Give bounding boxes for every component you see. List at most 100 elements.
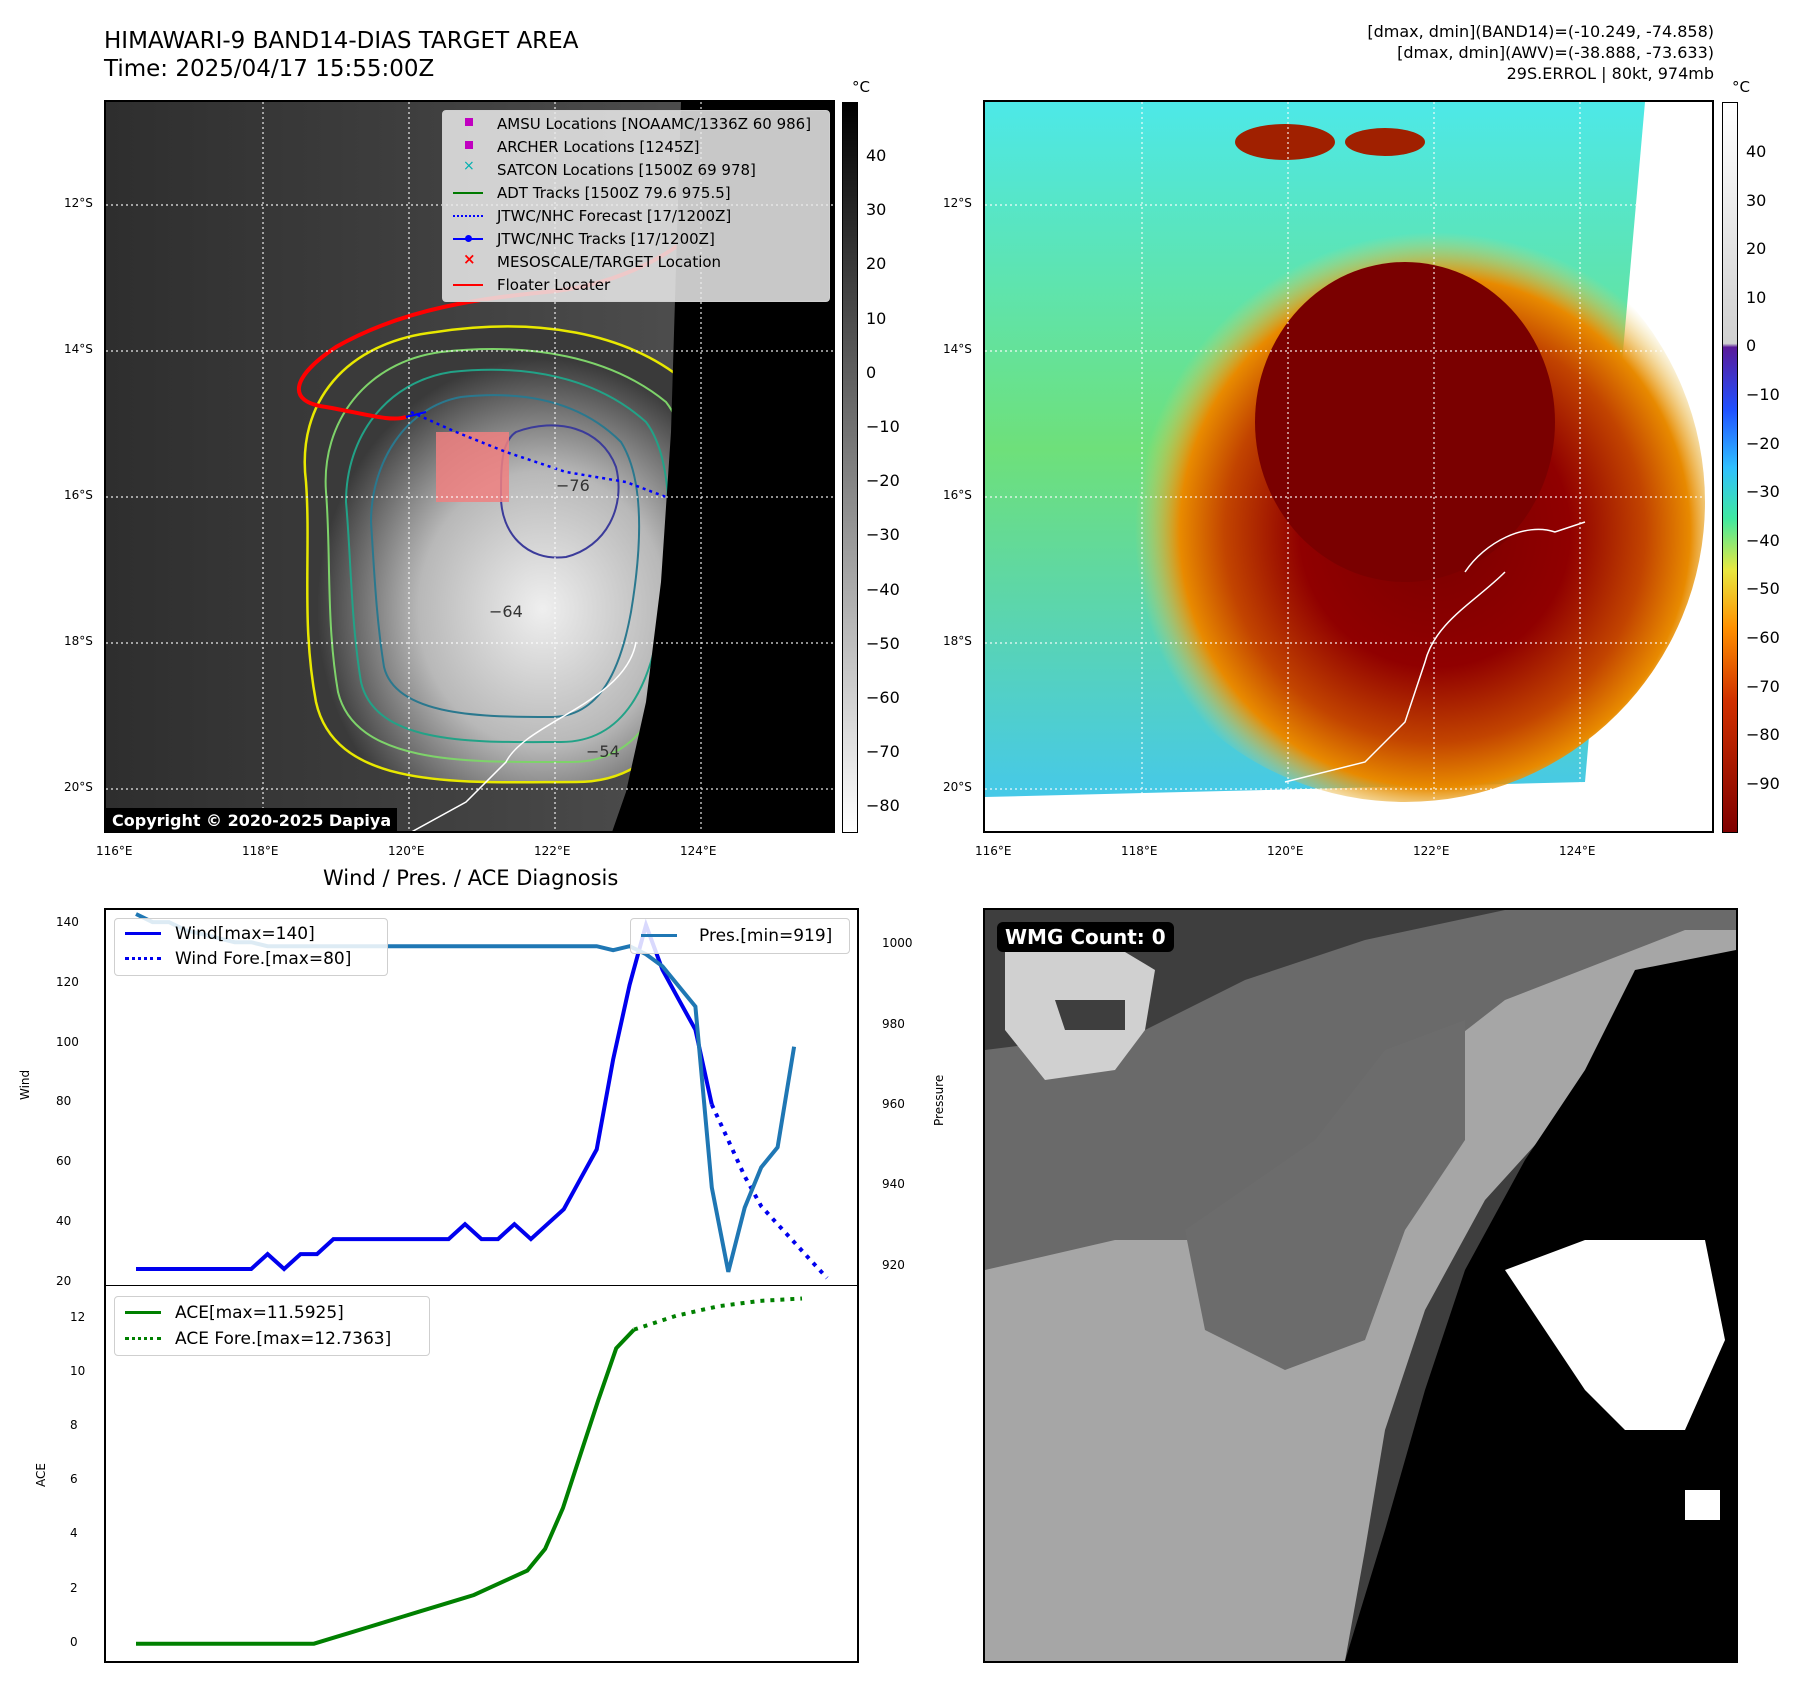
ace-tick-label: 10	[70, 1363, 86, 1378]
left-colorbar	[842, 102, 858, 833]
contour-label: −64	[489, 602, 523, 621]
colorbar-tick-label: −30	[866, 525, 900, 545]
colorbar-tick-label: −20	[866, 471, 900, 491]
ace-tick-label: 8	[70, 1417, 78, 1432]
ace-plot	[136, 1296, 803, 1646]
figure-title-line1: HIMAWARI-9 BAND14-DIAS TARGET AREA	[104, 28, 579, 54]
contour-label: −54	[586, 742, 620, 761]
colorbar-tick-label: 10	[866, 308, 887, 328]
lat-label: 12°S	[943, 196, 972, 210]
colorbar-tick-label: 0	[1746, 336, 1757, 356]
wind-legend: Wind[max=140] Wind Fore.[max=80]	[114, 918, 388, 976]
lon-label: 118°E	[242, 844, 279, 858]
lat-label: 16°S	[64, 488, 93, 502]
series-line	[633, 1296, 803, 1332]
colorbar-tick-label: −10	[866, 417, 900, 436]
wind-tick-label: 80	[56, 1094, 72, 1109]
colorbar-tick-label: −20	[1746, 433, 1780, 453]
ace-tick-label: 12	[70, 1309, 86, 1324]
map-legend: AMSU Locations [NOAAMC/1336Z 60 986] ARC…	[442, 110, 830, 302]
wind-tick-label: 20	[56, 1274, 72, 1288]
lon-label: 120°E	[1267, 844, 1304, 858]
lon-label: 120°E	[388, 844, 425, 858]
lat-label: 12°S	[64, 196, 93, 210]
wmg-panel: WMG Count: 0	[983, 908, 1738, 1663]
wind-tick-label: 40	[56, 1214, 72, 1229]
wind-axis-label: Wind	[18, 1069, 32, 1100]
ace-tick-label: 0	[70, 1634, 78, 1649]
colorbar-tick-label: −90	[1746, 773, 1780, 793]
pressure-legend: Pres.[min=919]	[630, 918, 850, 954]
ace-tick-label: 2	[70, 1580, 78, 1595]
lon-label: 124°E	[1559, 844, 1596, 858]
right-map-imagery	[985, 102, 1712, 831]
right-satellite-map	[983, 100, 1714, 833]
colorbar-tick-label: −50	[866, 633, 900, 653]
info-line-1: [dmax, dmin](BAND14)=(-10.249, -74.858)	[1367, 22, 1714, 41]
copyright-label: Copyright © 2020-2025 Dapiya	[106, 808, 398, 831]
colorbar-tick-label: −50	[1746, 579, 1780, 599]
right-colorbar	[1722, 102, 1738, 833]
left-satellite-map: −76 −64 −54 AMSU Locations [NOAAMC/1336Z…	[104, 100, 835, 833]
lon-label: 118°E	[1121, 844, 1158, 858]
info-line-3: 29S.ERROL | 80kt, 974mb	[1506, 64, 1714, 83]
colorbar-tick-label: 40	[1746, 142, 1767, 161]
lat-label: 18°S	[64, 634, 93, 648]
colorbar-tick-label: 30	[1746, 190, 1767, 210]
colorbar-tick-label: 20	[1746, 239, 1767, 259]
wind-tick-label: 140	[56, 914, 79, 929]
ace-axis-label: ACE	[34, 1463, 48, 1487]
wmg-count-badge: WMG Count: 0	[997, 922, 1174, 952]
lat-label: 20°S	[943, 780, 972, 794]
colorbar-unit: °C	[852, 78, 870, 96]
colorbar-tick-label: 20	[866, 254, 887, 274]
series-line	[136, 918, 714, 1272]
lon-label: 122°E	[1413, 844, 1450, 858]
contour-label: −76	[556, 476, 590, 495]
colorbar-tick-label: −60	[1746, 628, 1780, 647]
lat-label: 18°S	[943, 634, 972, 648]
wmg-imagery	[985, 910, 1736, 1661]
colorbar-tick-label: 40	[866, 146, 887, 165]
pressure-tick-label: 960	[882, 1097, 905, 1112]
series-line	[709, 1103, 829, 1280]
wind-tick-label: 60	[56, 1154, 72, 1169]
colorbar-tick-label: −30	[1746, 482, 1780, 502]
pressure-axis-label: Pressure	[932, 1074, 946, 1126]
lon-label: 116°E	[975, 844, 1012, 858]
pressure-tick-label: 1000	[882, 936, 913, 951]
chart-title: Wind / Pres. / ACE Diagnosis	[323, 866, 619, 890]
info-line-2: [dmax, dmin](AWV)=(-38.888, -73.633)	[1397, 43, 1714, 62]
colorbar-tick-label: 10	[1746, 287, 1767, 307]
ace-tick-label: 4	[70, 1526, 78, 1541]
ace-tick-label: 6	[70, 1472, 78, 1487]
colorbar-tick-label: −40	[1746, 530, 1780, 550]
series-line	[136, 1328, 636, 1646]
wind-tick-label: 100	[56, 1034, 79, 1049]
wind-pressure-panel: Wind[max=140] Wind Fore.[max=80] Pres.[m…	[104, 908, 859, 1286]
lon-label: 116°E	[96, 844, 133, 858]
colorbar-tick-label: −10	[1746, 385, 1780, 404]
pressure-tick-label: 940	[882, 1177, 905, 1192]
colorbar-tick-label: −80	[1746, 725, 1780, 745]
colorbar-tick-label: −80	[866, 796, 900, 816]
lat-label: 14°S	[64, 342, 93, 356]
figure-title-line2: Time: 2025/04/17 15:55:00Z	[104, 56, 435, 82]
colorbar-tick-label: 0	[866, 362, 877, 382]
colorbar-tick-label: 30	[866, 200, 887, 220]
wind-tick-label: 120	[56, 974, 79, 989]
colorbar-tick-label: −70	[1746, 676, 1780, 696]
colorbar-unit: °C	[1732, 78, 1750, 96]
pressure-tick-label: 920	[882, 1257, 905, 1272]
ace-panel: ACE[max=11.5925] ACE Fore.[max=12.7363]	[104, 1285, 859, 1663]
colorbar-tick-label: −40	[866, 579, 900, 599]
colorbar-tick-label: −60	[866, 688, 900, 707]
lat-label: 20°S	[64, 780, 93, 794]
lat-label: 14°S	[943, 342, 972, 356]
pressure-tick-label: 980	[882, 1016, 905, 1031]
lat-label: 16°S	[943, 488, 972, 502]
ace-legend: ACE[max=11.5925] ACE Fore.[max=12.7363]	[114, 1296, 430, 1356]
lon-label: 122°E	[534, 844, 571, 858]
lon-label: 124°E	[680, 844, 717, 858]
colorbar-tick-label: −70	[866, 742, 900, 762]
